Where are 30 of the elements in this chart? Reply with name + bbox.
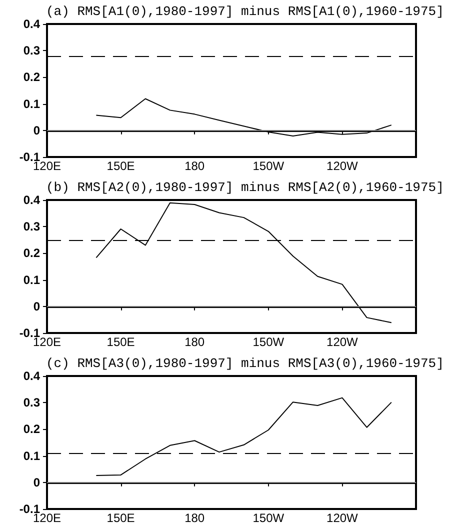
y-tick-label: 0.4 [23,17,40,31]
x-tick-label: 180 [184,511,205,525]
y-tick-label: 0.4 [23,369,40,383]
chart-title: (b) RMS[A2(0),1980-1997] minus RMS[A2(0),1960-1975] [46,180,444,195]
y-tick-label: 0.1 [23,448,40,463]
y-tick-label: 0 [33,475,40,490]
x-tick-label: 120W [326,511,359,525]
x-tick-label: 150W [252,335,285,349]
y-tick-label: 0.4 [23,193,40,207]
y-tick-label: 0.3 [23,220,40,234]
x-tick-label: 180 [184,335,205,349]
y-tick-label: 0.1 [23,272,40,287]
x-tick-label: 120W [326,335,359,349]
y-tick-label: 0 [33,299,40,314]
y-tick-label: 0.1 [23,96,40,111]
y-tick-label: 0.2 [23,70,40,84]
y-tick-label: 0.3 [23,44,40,58]
chart-title: (c) RMS[A3(0),1980-1997] minus RMS[A3(0),1960-1975] [46,356,444,371]
chart-title: (a) RMS[A1(0),1980-1997] minus RMS[A1(0),1960-1975] [46,4,444,19]
x-tick-label: 150E [106,511,135,525]
x-tick-label: 150E [106,159,135,173]
x-tick-label: 120W [326,159,359,173]
y-tick-label: 0.2 [23,422,40,436]
x-tick-label: 180 [184,159,205,173]
x-tick-label: 150W [252,159,285,173]
y-tick-label: 0.2 [23,246,40,260]
x-tick-label: 150W [252,511,285,525]
y-tick-label: 0.3 [23,396,40,410]
y-tick-label: 0 [33,123,40,138]
x-tick-label: 150E [106,335,135,349]
